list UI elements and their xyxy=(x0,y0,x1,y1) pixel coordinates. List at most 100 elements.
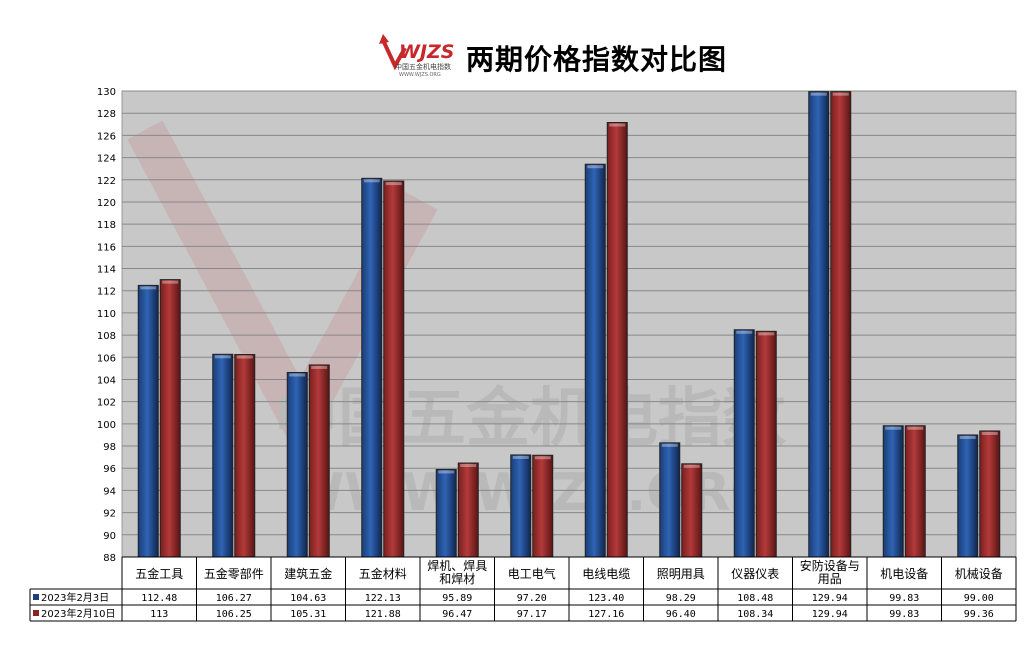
bar-series1 xyxy=(659,442,681,558)
y-tick-label: 88 xyxy=(103,553,116,564)
data-table-value: 108.48 xyxy=(737,593,773,604)
data-table-value: 97.20 xyxy=(517,593,547,604)
logo-subtext: 中国五金机电指数 xyxy=(395,62,451,71)
data-table-value: 97.17 xyxy=(517,609,547,620)
y-tick-label: 120 xyxy=(97,198,116,209)
bar-series1 xyxy=(882,425,904,558)
data-table-value: 105.31 xyxy=(290,609,326,620)
bar-series2 xyxy=(830,91,852,558)
data-table-value: 106.27 xyxy=(216,593,252,604)
bar-highlight xyxy=(311,365,328,369)
bar-highlight xyxy=(609,123,626,127)
data-table-value: 99.36 xyxy=(964,609,994,620)
data-table-value: 98.29 xyxy=(666,593,696,604)
x-category-label: 电工电气 xyxy=(508,566,556,581)
bar-series2 xyxy=(532,454,554,558)
bar-highlight xyxy=(438,470,455,474)
y-tick-label: 106 xyxy=(97,353,116,364)
x-category-label: 机械设备 xyxy=(955,566,1003,581)
bar-series2 xyxy=(308,364,330,558)
data-table-value: 108.34 xyxy=(737,609,773,620)
bar-highlight xyxy=(981,431,998,435)
data-table-value: 99.83 xyxy=(889,593,919,604)
x-category-label: 建筑五金 xyxy=(284,566,332,581)
y-tick-label: 110 xyxy=(97,309,116,320)
bar-highlight xyxy=(907,426,924,430)
y-tick-label: 118 xyxy=(97,220,116,231)
y-tick-label: 104 xyxy=(97,375,116,386)
data-table-value: 106.25 xyxy=(216,609,252,620)
bar-highlight xyxy=(385,182,402,186)
bar-highlight xyxy=(512,455,529,459)
legend-label: 2023年2月10日 xyxy=(41,607,116,620)
y-tick-label: 100 xyxy=(97,420,116,431)
bar-series1 xyxy=(137,284,159,558)
data-table-value: 129.94 xyxy=(812,609,848,620)
bar-series2 xyxy=(159,279,181,558)
y-tick-label: 108 xyxy=(97,331,116,342)
y-tick-label: 122 xyxy=(97,176,116,187)
data-table-value: 122.13 xyxy=(365,593,401,604)
bar-series1 xyxy=(361,177,383,558)
bar-highlight xyxy=(683,464,700,468)
y-tick-label: 114 xyxy=(97,265,116,276)
bar-series2 xyxy=(457,462,479,558)
y-tick-label: 90 xyxy=(103,531,116,542)
bar-highlight xyxy=(758,332,775,336)
data-table-value: 123.40 xyxy=(588,593,624,604)
bar-highlight xyxy=(661,443,678,447)
bar-highlight xyxy=(959,435,976,439)
bar-highlight xyxy=(289,373,306,377)
y-tick-label: 116 xyxy=(97,242,116,253)
bar-series1 xyxy=(510,454,532,558)
bar-highlight xyxy=(162,280,179,284)
data-table-value: 99.83 xyxy=(889,609,919,620)
data-table-value: 99.00 xyxy=(964,593,994,604)
bar-series2 xyxy=(383,180,405,558)
data-table-value: 104.63 xyxy=(290,593,326,604)
x-category-label: 五金材料 xyxy=(359,566,407,581)
bar-series2 xyxy=(979,430,1001,558)
x-category-label: 焊机、焊具 xyxy=(427,558,487,573)
bar-highlight xyxy=(460,464,477,468)
bar-highlight xyxy=(363,179,380,183)
bar-series1 xyxy=(212,353,234,558)
bar-series1 xyxy=(584,163,606,558)
x-category-label: 机电设备 xyxy=(880,567,928,581)
bar-highlight xyxy=(810,92,827,96)
x-category-label: 和焊材 xyxy=(439,571,475,586)
data-table-value: 95.89 xyxy=(442,593,472,604)
bar-series2 xyxy=(904,425,926,558)
logo-url: WWW.WJZS.ORG xyxy=(399,72,441,78)
bar-series2 xyxy=(681,463,703,558)
logo-text: WJZS xyxy=(399,41,455,63)
bar-highlight xyxy=(214,355,231,359)
x-category-label: 五金零部件 xyxy=(204,566,264,581)
x-category-label: 用品 xyxy=(818,572,842,586)
y-tick-label: 124 xyxy=(97,154,116,165)
watermark-text: 中国五金机电指数 xyxy=(274,382,786,456)
y-tick-label: 126 xyxy=(97,131,116,142)
y-tick-label: 96 xyxy=(103,464,116,475)
bar-series1 xyxy=(808,91,830,558)
bar-highlight xyxy=(832,92,849,96)
bar-highlight xyxy=(236,355,253,359)
bar-series1 xyxy=(733,329,755,558)
bar-highlight xyxy=(140,286,157,290)
data-table-value: 112.48 xyxy=(141,593,177,604)
data-table-value: 96.40 xyxy=(666,609,696,620)
data-table-value: 96.47 xyxy=(442,609,472,620)
data-table-value: 121.88 xyxy=(365,609,401,620)
y-tick-label: 130 xyxy=(97,87,116,98)
x-category-label: 电线电缆 xyxy=(582,567,630,581)
data-table-value: 127.16 xyxy=(588,609,624,620)
bar-series1 xyxy=(435,468,457,558)
chart-title: 两期价格指数对比图 xyxy=(466,43,728,76)
data-table-value: 113 xyxy=(150,609,168,620)
bar-series2 xyxy=(234,354,256,558)
bar-series2 xyxy=(606,122,628,558)
bar-highlight xyxy=(885,426,902,430)
bar-highlight xyxy=(736,330,753,334)
x-category-label: 仪器仪表 xyxy=(731,567,779,581)
